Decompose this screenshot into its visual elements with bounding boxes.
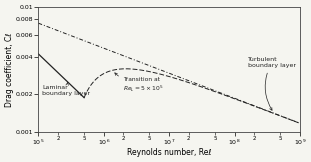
Text: Turbulent
boundary layer: Turbulent boundary layer [248, 57, 296, 110]
Text: Transition at
$Re_L = 5 \times 10^5$: Transition at $Re_L = 5 \times 10^5$ [115, 73, 165, 94]
Text: Laminar
boundary layer: Laminar boundary layer [42, 82, 91, 96]
Y-axis label: Drag coefficient, Cℓ: Drag coefficient, Cℓ [5, 32, 14, 107]
X-axis label: Reynolds number, Reℓ: Reynolds number, Reℓ [127, 148, 211, 157]
